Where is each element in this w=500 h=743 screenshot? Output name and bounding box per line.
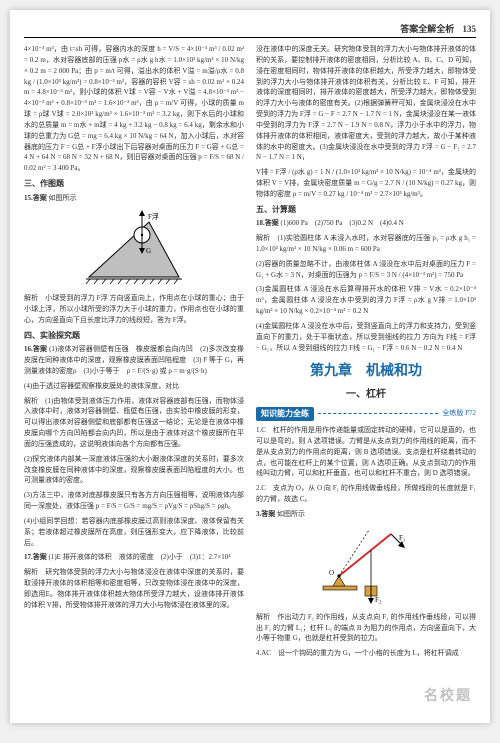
sub-title: 一、杠杆 (256, 387, 476, 403)
q3: 3.答案 如图所示 (256, 509, 476, 520)
q3-label: 3.答案 (256, 510, 275, 518)
figure-1-wrap: F浮 G (24, 207, 244, 289)
q18-b4: (4)金属圆柱体 A 浸没在水中后，受到竖直向上的浮力和支持力，受到竖直向下的重… (256, 321, 476, 354)
knowledge-label: 知识能力全练 (256, 407, 314, 421)
q17-explain: 解析 研究物体受到的浮力大小与物体浸没在液体中深度的关系时，要取浸排开液体的体积… (24, 567, 244, 610)
header-label: 答案全解全析 (400, 24, 454, 34)
f2-arrow-icon (368, 598, 374, 604)
fig1-label-f: F浮 (148, 212, 159, 221)
knowledge-bar: 知识能力全练 全练版 P72 (256, 407, 476, 421)
q2: 2.C 支点为 O，从 O 向 F₁ 的作用线做垂线段，所做线段的长度就是 F₁… (256, 483, 476, 505)
q18-b1: 解析 (1)实验圆柱体 A 未浸入水时，水对容器底的压强 p₁ = ρ水 g h… (256, 233, 476, 255)
triangle-shape (89, 222, 179, 277)
q15-explain: 解析 小球受到的浮力 F浮 方向竖直向上，作用点在小球的重心；由于小球上浮，所以… (24, 293, 244, 326)
q18-label: 18.答案 (256, 219, 279, 227)
q18-b2: (2)容器的质量忽略不计，由液体柱体 A 浸没在水中后对桌面的压力 F = G₁… (256, 259, 476, 281)
figure-1: F浮 G (84, 207, 184, 285)
left-p1: 4×10⁻³ m³，由 t=sh 可得，容器内水的深度 h = V/S = 4×… (24, 44, 244, 174)
knowledge-page: 全练版 P72 (442, 408, 476, 419)
section-a: 三、作图题 (24, 178, 244, 190)
q15: 15.答案 如图所示 (24, 193, 244, 204)
q3-ans: 如图所示 (277, 510, 305, 518)
l1-dash (339, 530, 369, 576)
right-column: 没在液体中的深度无关。研究物体受到的浮力大小与物体排开液体的体积的关系，要控制排… (256, 44, 476, 711)
chapter-title: 第九章 机械和功 (256, 361, 476, 383)
q16-a: (1)液体对容器侧壁有压强 橡皮膜都会向内凹 (2)多次改变橡皮膜在同种液体中的… (24, 345, 244, 375)
q16-e3: (3)方法三中，液体对底部橡皮膜只有各方方向压强相等，说明液体内部同一深度处，液… (24, 490, 244, 512)
fig2-f1: F₁ (399, 534, 405, 542)
q4: 4.AC 设一个钩码的重力为 G，一个小格的长度为 L，将杠杆调成 (256, 648, 476, 659)
page-header: 答案全解全析 135 (24, 22, 476, 38)
q1: 1.C 杠杆的作用是用作传递能量或固定转动的硬棒，它可以是直的，也可以是弯的，则… (256, 425, 476, 479)
q16-b: (4)由于透过容器壁观察橡皮膜处的液体深度，对比 (24, 381, 244, 392)
q17-a: (1)E 排开液体的体积 液体的密度 (2)小于 (3)1：2.7×10⁴ (49, 553, 231, 561)
q17-label: 17.答案 (24, 553, 47, 561)
columns: 4×10⁻³ m³，由 t=sh 可得，容器内水的深度 h = V/S = 4×… (24, 44, 476, 711)
figure-2-wrap: O F₁ F₂ (256, 524, 476, 608)
section-b: 四、实验探究题 (24, 330, 244, 342)
lever-bar (339, 534, 391, 576)
q16-label: 16.答案 (24, 345, 47, 353)
right-p1: 没在液体中的深度无关。研究物体受到的浮力大小与物体排开液体的体积的关系，要控制排… (256, 44, 476, 163)
q18: 18.答案 (1)600 Pa (2)750 Pa (3)0.2 N (4)0.… (256, 218, 476, 229)
q15-label: 15.答案 (24, 194, 47, 202)
page-number: 135 (463, 24, 477, 34)
hatch (86, 279, 178, 284)
section-c: 五、计算题 (256, 204, 476, 216)
left-column: 4×10⁻³ m³，由 t=sh 可得，容器内水的深度 h = V/S = 4×… (24, 44, 244, 711)
fig2-f2: F₂ (375, 596, 382, 604)
page: 答案全解全析 135 4×10⁻³ m³，由 t=sh 可得，容器内水的深度 h… (10, 10, 490, 723)
q16-e4: (4)小组同学回想：若容器内底部橡皮膜过高则液体深度、液体保留有关系；若液体超过… (24, 516, 244, 549)
q16: 16.答案 (1)液体对容器侧壁有压强 橡皮膜都会向内凹 (2)多次改变橡皮膜在… (24, 344, 244, 377)
q18-a: (1)600 Pa (2)750 Pa (3)0.2 N (4)0.4 N (281, 219, 404, 227)
arrow-up-icon (139, 210, 145, 216)
right-p2: V排 = F浮 / (ρ水 g) = 1 N / (1.0×10³ kg/m³ … (256, 167, 476, 200)
fig1-label-g: G (146, 247, 151, 255)
q16-e2: (2)探究液体内部某一深度液体压强的大小跟液体深度的关系时，要多次改变橡皮膜在同… (24, 454, 244, 487)
dashed-line (318, 413, 438, 414)
q16-e1: 解析 (1)由物体受到液体压力作用，液体对容器底部有压强，而物体浸入液体中时，液… (24, 396, 244, 450)
fig2-o: O (329, 569, 334, 577)
q18-b3: (3)金属圆柱体 A 浸没在水后算得排开水的体积 V排 = V水 = 0.2×1… (256, 284, 476, 317)
figure-2: O F₁ F₂ (321, 524, 411, 604)
q15-ans: 如图所示 (49, 194, 77, 202)
q17: 17.答案 (1)E 排开液体的体积 液体的密度 (2)小于 (3)1：2.7×… (24, 552, 244, 563)
base-shape (323, 586, 357, 590)
q3-explain: 解析 作出动力 F₁ 的作用线，从支点向 F₁ 的作用线作垂线段，可以得出 F₁… (256, 612, 476, 645)
